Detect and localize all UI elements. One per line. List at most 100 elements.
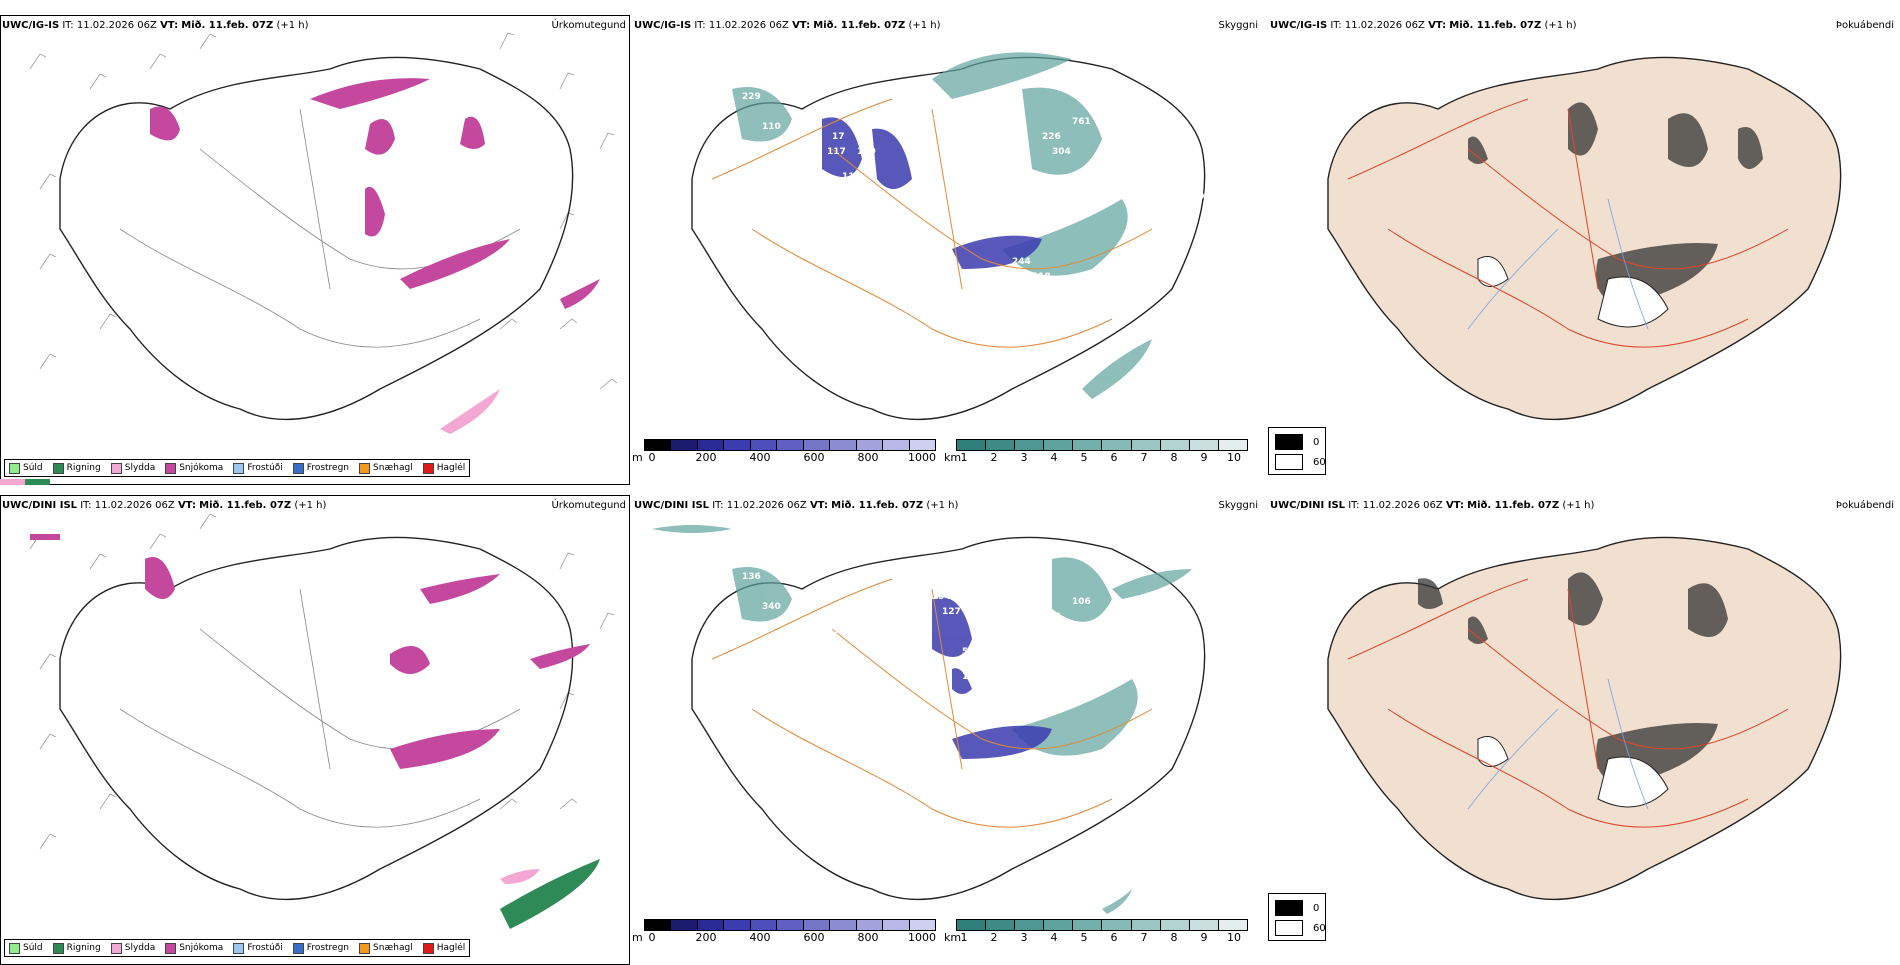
vt-value: Mið. 11.feb. 07Z: [813, 20, 906, 31]
model-name: UWC/IG-IS: [634, 20, 692, 31]
fog-legend-item: 60: [1275, 454, 1326, 470]
cloud-base-label: 17: [832, 132, 845, 142]
panel-header: UWC/IG-IS IT: 11.02.2026 06Z VT: Mið. 11…: [634, 20, 941, 31]
cloud-base-label: 984: [972, 652, 991, 662]
cloud-base-label: 34: [977, 622, 990, 632]
iceland-outline: [59, 536, 574, 901]
cloud-base-label: 492: [942, 127, 961, 137]
cloud-base-label: 233: [842, 652, 861, 662]
lead-time: (+1 h): [908, 20, 941, 31]
model-name: UWC/IG-IS: [2, 20, 60, 31]
colorbar-tick-label: 9: [1200, 931, 1208, 944]
legend-item: Slydda: [110, 462, 155, 474]
cloud-height-areas: [932, 597, 1052, 759]
colorbar-tick-label: 200: [695, 931, 717, 944]
iceland-outline: [59, 56, 574, 421]
colorbar-swatch: [1218, 440, 1247, 450]
parameter-name: Úrkomutegund: [551, 20, 626, 31]
colorbar-tick-label: 0: [648, 931, 656, 944]
it-value: 11.02.2026 06Z: [76, 20, 157, 31]
it-value: 11.02.2026 06Z: [708, 20, 789, 31]
colorbar-tick-label: 8: [1170, 931, 1178, 944]
panel-header: UWC/IG-IS IT: 11.02.2026 06Z VT: Mið. 11…: [2, 20, 309, 31]
colorbar-swatches: [644, 919, 936, 931]
lead-time: (+1 h): [1562, 500, 1595, 511]
cloud-base-label: 347: [972, 172, 991, 182]
cloud-base-label: 761: [1072, 117, 1091, 127]
cloud-base-label: 19: [932, 112, 945, 122]
colorbar-tick-label: 5: [1080, 931, 1088, 944]
legend-item: Rigning: [52, 462, 101, 474]
iceland-outline: [691, 56, 1206, 421]
it-value: 11.02.2026 06Z: [726, 500, 807, 511]
legend-item: Snæhagl: [359, 942, 413, 954]
colorbar-swatch: [883, 920, 910, 930]
lead-time: (+1 h): [276, 20, 309, 31]
vt-value: Mið. 11.feb. 07Z: [1467, 500, 1560, 511]
panel-header: UWC/DINI ISL IT: 11.02.2026 06Z VT: Mið.…: [1270, 500, 1594, 511]
colorbar-swatch: [1131, 920, 1161, 930]
cloud-height-colorbar: m 0 200 400 600 800 1000: [632, 439, 942, 467]
colorbar-swatches: [956, 919, 1248, 931]
sleet-areas: [500, 869, 540, 884]
cloud-base-label: 244: [1012, 257, 1031, 267]
panel-header: UWC/DINI ISL IT: 11.02.2026 06Z VT: Mið.…: [2, 500, 326, 511]
colorbar-tick-label: 10: [1227, 451, 1241, 464]
legend-item: Slydda: [110, 942, 155, 954]
iceland-outline: [691, 536, 1206, 901]
cloud-base-label: 15: [962, 672, 975, 682]
colorbar-tick-label: 1000: [908, 931, 936, 944]
colorbar-swatch: [750, 440, 778, 450]
cloud-base-label: 152: [1082, 172, 1101, 182]
colorbar-swatch: [1131, 440, 1161, 450]
legend-item: Súld: [9, 462, 43, 474]
glacier-white: [1477, 736, 1669, 808]
legend-color-strip: [0, 479, 50, 485]
colorbar-tick-label: 200: [695, 451, 717, 464]
it-label: IT:: [712, 500, 724, 511]
parameter-name: Þokuábendi: [1835, 20, 1894, 31]
colorbar-unit: km: [944, 451, 962, 464]
cloud-base-label: 9: [942, 247, 948, 257]
colorbar-swatch: [724, 440, 751, 450]
colorbar-swatch: [671, 920, 698, 930]
iceland-map: [29, 32, 618, 434]
colorbar-tick-label: 3: [1020, 451, 1028, 464]
vt-label: VT:: [792, 20, 811, 31]
cloud-base-label: 248: [857, 627, 876, 637]
it-value: 11.02.2026 06Z: [94, 500, 175, 511]
vt-value: Mið. 11.feb. 07Z: [199, 500, 292, 511]
cloud-base-label: 37: [827, 627, 840, 637]
colorbar-swatch: [883, 440, 910, 450]
colorbar-swatch: [1073, 440, 1103, 450]
precip-type-legend: Súld Rigning Slydda Snjókoma Frostúði Fr…: [4, 459, 471, 477]
colorbar-tick-label: 2: [990, 931, 998, 944]
legend-item: Snjókoma: [165, 942, 223, 954]
vt-value: Mið. 11.feb. 07Z: [1449, 20, 1542, 31]
colorbar-tick-label: 2: [990, 451, 998, 464]
vt-label: VT:: [809, 500, 828, 511]
model-name: UWC/IG-IS: [1270, 20, 1328, 31]
colorbar-tick-label: 600: [803, 931, 825, 944]
vt-value: Mið. 11.feb. 07Z: [831, 500, 924, 511]
cloud-base-label: 118: [1032, 272, 1051, 282]
colorbar-swatch: [671, 440, 698, 450]
colorbar-swatches: [956, 439, 1248, 451]
cloud-base-label: 769: [1082, 652, 1101, 662]
legend-item: Snjókoma: [165, 462, 223, 474]
colorbar-swatch: [697, 440, 725, 450]
fog-indicator-panel-dini: UWC/DINI ISL IT: 11.02.2026 06Z VT: Mið.…: [1268, 495, 1898, 965]
legend-item: Snæhagl: [359, 462, 413, 474]
colorbar-swatch: [986, 440, 1016, 450]
model-name: UWC/DINI ISL: [2, 500, 78, 511]
colorbar-swatch: [1160, 440, 1190, 450]
sleet-areas: [440, 389, 500, 434]
cloud-base-label: 225: [1102, 147, 1121, 157]
colorbar-swatch: [830, 920, 857, 930]
roads: [119, 588, 521, 828]
lead-time: (+1 h): [1544, 20, 1577, 31]
colorbar-tick-label: 4: [1050, 451, 1058, 464]
roads-orange: [711, 578, 1153, 828]
fog-indicator-panel-igis: UWC/IG-IS IT: 11.02.2026 06Z VT: Mið. 11…: [1268, 15, 1898, 485]
